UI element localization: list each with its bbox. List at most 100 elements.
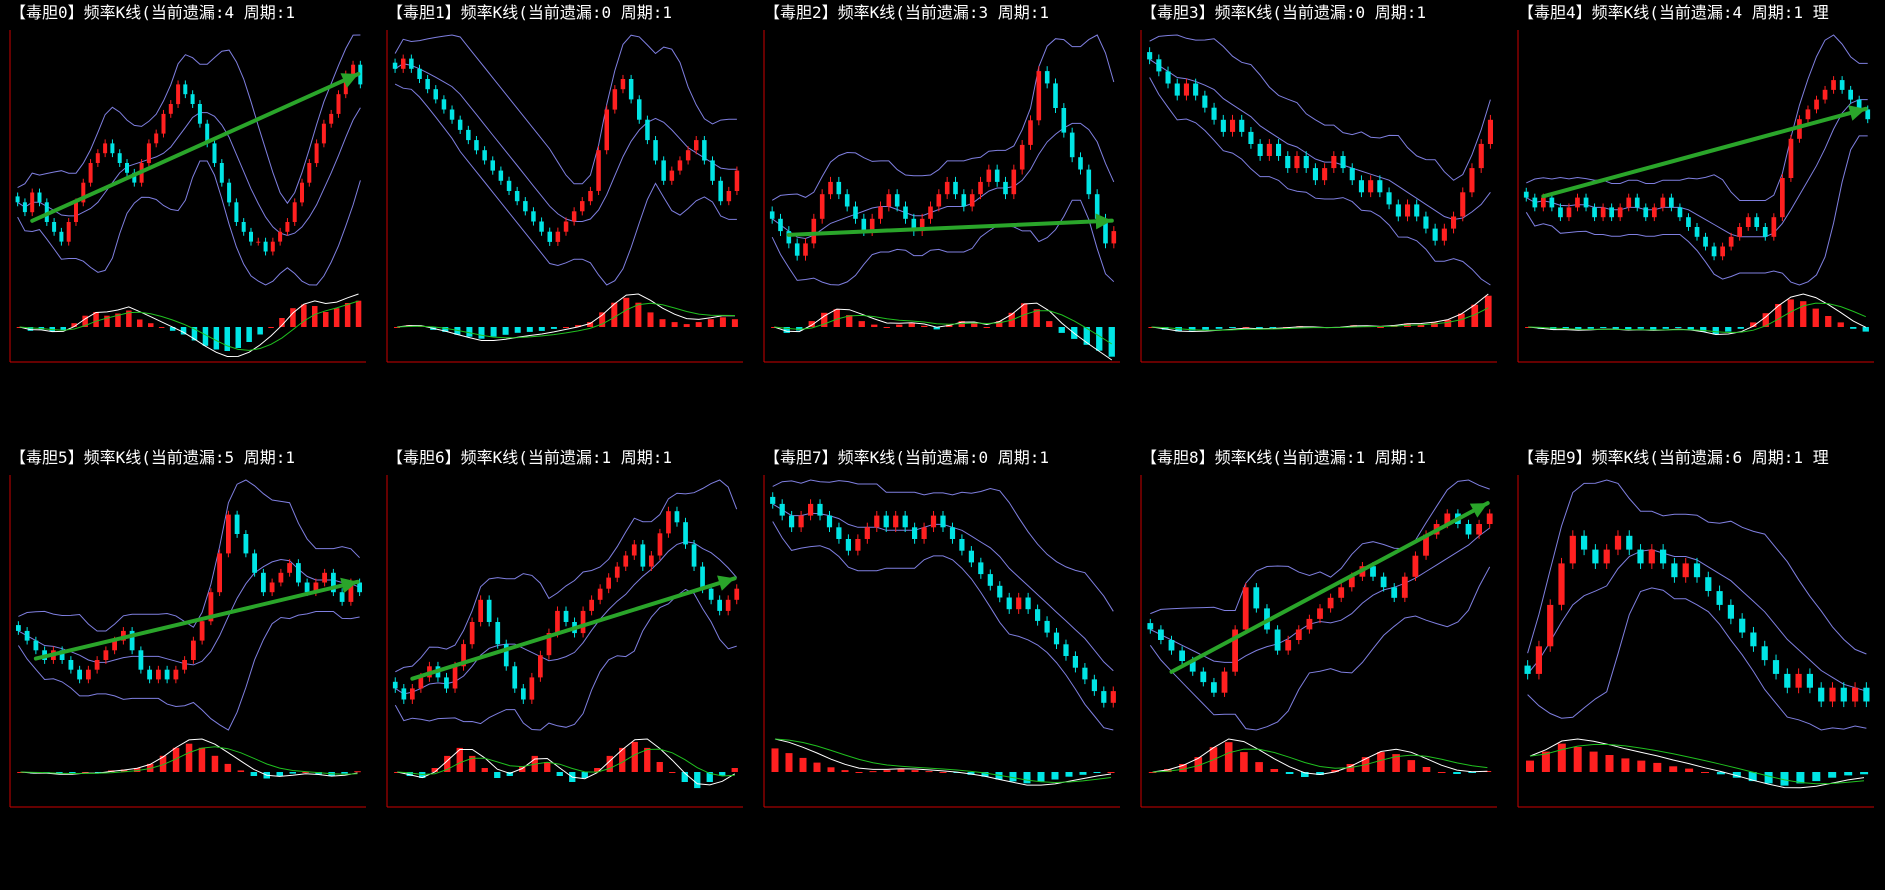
candle <box>410 688 415 700</box>
macd-bar <box>456 747 463 772</box>
candle <box>1025 597 1031 610</box>
candle <box>336 94 341 114</box>
macd-bar <box>1453 772 1461 774</box>
macd-bar <box>841 770 849 772</box>
candle <box>300 182 304 203</box>
candle <box>1086 169 1092 195</box>
candle <box>798 515 804 528</box>
macd-bar <box>581 772 588 778</box>
candle <box>547 231 552 242</box>
candle <box>1856 99 1862 110</box>
macd-bar <box>731 319 738 327</box>
candle <box>1465 524 1472 535</box>
macd-bar <box>469 755 476 772</box>
macd-bar <box>202 327 209 346</box>
candle <box>132 172 137 183</box>
candle <box>819 194 825 219</box>
candle <box>604 109 609 151</box>
candle <box>241 222 246 232</box>
candle <box>1179 650 1185 661</box>
candle <box>1338 587 1345 598</box>
macd-bar <box>1685 768 1694 772</box>
candle <box>1295 629 1302 640</box>
macd-bar <box>1712 327 1719 335</box>
candle <box>37 192 42 203</box>
candle <box>1266 143 1272 156</box>
candle <box>1072 656 1078 668</box>
candle <box>811 218 817 244</box>
candle <box>486 599 492 622</box>
macd-bar <box>1468 772 1476 773</box>
macd-dea-line <box>396 302 736 339</box>
macd-bar <box>1269 327 1277 328</box>
band-upper <box>394 34 737 185</box>
candle <box>461 644 466 667</box>
candle <box>770 496 776 504</box>
macd-bar <box>1046 321 1053 327</box>
candle <box>718 180 723 202</box>
candle <box>33 640 39 651</box>
candle <box>1761 646 1768 661</box>
candle <box>1078 157 1083 170</box>
macd-bar <box>95 772 102 773</box>
candle <box>243 534 249 554</box>
macd-bar <box>1844 772 1853 776</box>
macd-bar <box>1775 304 1782 327</box>
candle <box>1831 80 1836 90</box>
candle <box>1754 217 1760 227</box>
macd-bar <box>827 767 835 772</box>
macd-bar <box>1316 772 1324 775</box>
candle <box>1660 197 1666 208</box>
macd-bar <box>506 772 513 776</box>
macd-bar <box>1161 327 1169 330</box>
candle <box>307 163 312 183</box>
macd-bar <box>246 327 252 342</box>
candle <box>874 515 880 528</box>
macd-bar <box>1229 327 1236 328</box>
candle <box>710 160 715 181</box>
candle <box>523 201 528 212</box>
candle <box>1028 120 1033 145</box>
macd-bar <box>1270 769 1279 772</box>
macd-bar <box>694 772 701 789</box>
macd-bar <box>1575 327 1582 330</box>
candle <box>1322 168 1328 181</box>
candle <box>357 582 362 593</box>
macd-bar <box>354 771 361 773</box>
candle <box>786 231 792 244</box>
macd-bar <box>1058 327 1065 333</box>
candle <box>1805 109 1811 120</box>
trend-arrow-line <box>410 576 737 681</box>
macd-bar <box>1637 760 1646 772</box>
macd-bar <box>707 319 714 327</box>
macd-bar <box>1716 772 1725 775</box>
macd-dea-line <box>1151 307 1489 331</box>
candle <box>717 599 722 611</box>
candle <box>826 515 833 528</box>
candle <box>968 550 974 563</box>
candle <box>15 196 20 203</box>
candle <box>1626 535 1633 550</box>
macd-dif-line <box>1152 738 1488 776</box>
candle <box>844 194 850 207</box>
band-lower <box>1149 566 1491 731</box>
macd-bar <box>996 321 1003 327</box>
candle <box>292 202 297 222</box>
macd-bar <box>1837 322 1844 327</box>
macd-bar <box>1850 327 1857 329</box>
macd-bar <box>858 321 865 327</box>
chart-panel-6: 【毒胆6】频率K线(当前遗漏:1 周期:1 <box>377 445 754 890</box>
macd-bar <box>594 768 601 772</box>
macd-bar <box>158 327 165 328</box>
macd-bar <box>731 768 738 772</box>
macd-bar <box>526 327 533 332</box>
candle <box>199 621 205 641</box>
macd-dea-line <box>1528 302 1866 334</box>
macd-bar <box>1407 760 1416 772</box>
chart-panel-0: 【毒胆0】频率K线(当前遗漏:4 周期:1 <box>0 0 377 445</box>
candle <box>878 206 883 219</box>
candle <box>1727 604 1734 619</box>
candle <box>1848 89 1853 100</box>
candle <box>1053 632 1060 645</box>
candle <box>1603 549 1610 564</box>
